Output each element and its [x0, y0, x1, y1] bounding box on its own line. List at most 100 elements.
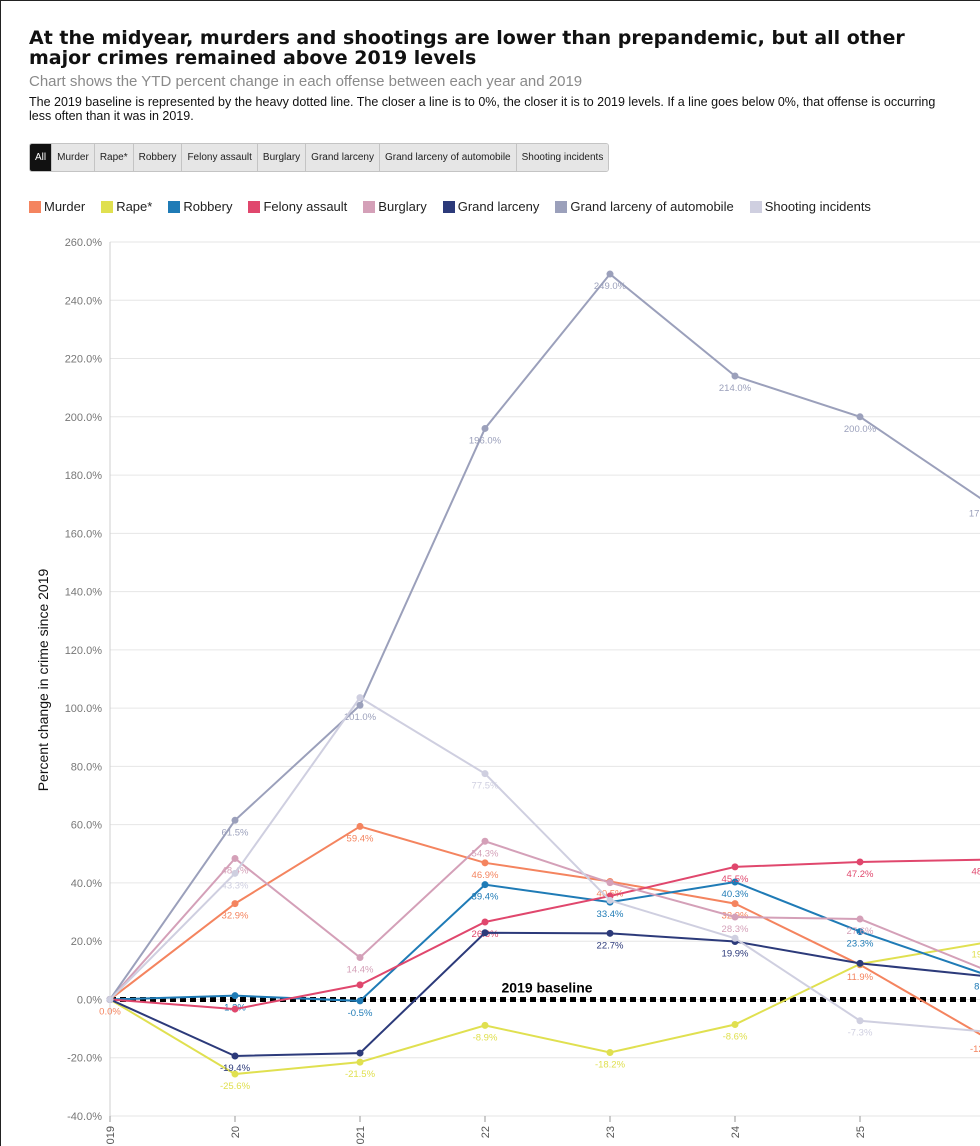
series-line-burglary	[109, 840, 980, 1001]
data-label: 54.3%	[472, 848, 499, 859]
data-point	[856, 915, 864, 923]
filter-grand-larceny-auto-button[interactable]: Grand larceny of automobile	[379, 144, 517, 171]
y-tick-label: 260.0%	[65, 237, 103, 249]
data-label: -8.6%	[723, 1032, 748, 1043]
legend-item-shooting-incidents[interactable]: Shooting incidents	[749, 199, 871, 214]
chart-legend: Murder Rape* Robbery Felony assault Burglary…	[29, 199, 871, 214]
filter-rape-button[interactable]: Rape*	[94, 144, 134, 171]
x-tick-label: 25	[855, 1126, 867, 1138]
y-tick-label: 0.0%	[77, 994, 102, 1006]
data-point	[731, 900, 739, 908]
y-tick-label: 80.0%	[71, 761, 102, 773]
data-point	[856, 959, 864, 967]
data-point	[731, 1021, 739, 1029]
legend-item-robbery[interactable]: Robbery	[168, 199, 232, 214]
chart-subtitle: Chart shows the YTD percent change in ea…	[29, 73, 583, 90]
x-tick-label: 22	[480, 1126, 492, 1138]
data-label: -19.4%	[220, 1063, 251, 1074]
legend-item-grand-larceny[interactable]: Grand larceny	[442, 199, 540, 214]
data-point	[231, 854, 239, 862]
legend-swatch	[363, 200, 376, 213]
data-point	[731, 372, 739, 380]
legend-label: Felony assault	[263, 199, 348, 214]
legend-label: Rape*	[116, 199, 153, 214]
data-point	[356, 997, 364, 1005]
y-tick-label: 220.0%	[65, 354, 103, 366]
data-point	[481, 837, 489, 845]
legend-item-burglary[interactable]: Burglary	[363, 199, 427, 214]
data-point	[231, 992, 239, 1000]
data-label: 61.5%	[222, 827, 249, 838]
series-line-grand-larceny	[109, 931, 980, 1057]
data-point	[356, 1049, 364, 1057]
data-point	[856, 858, 864, 866]
y-tick-label: 200.0%	[65, 412, 103, 424]
legend-label: Murder	[44, 199, 86, 214]
data-point	[481, 859, 489, 867]
legend-item-murder[interactable]: Murder	[29, 199, 85, 214]
data-point	[481, 881, 489, 889]
data-label: -7.3%	[848, 1028, 873, 1039]
data-point	[606, 1048, 614, 1056]
y-tick-label: 40.0%	[71, 878, 102, 890]
data-label: 47.2%	[847, 869, 874, 880]
data-label: 196.0%	[469, 435, 502, 446]
data-label: 45.5%	[722, 874, 749, 885]
data-label: 171.0%	[969, 508, 980, 519]
filter-murder-button[interactable]: Murder	[52, 144, 95, 171]
legend-swatch	[442, 200, 455, 213]
data-point	[606, 270, 614, 278]
data-label: 8.6%	[974, 981, 980, 992]
series-line-grand-larceny-of-automobile	[109, 272, 980, 1001]
legend-swatch	[168, 200, 181, 213]
data-point	[606, 896, 614, 904]
filter-grand-larceny-button[interactable]: Grand larceny	[306, 144, 380, 171]
legend-swatch	[248, 200, 261, 213]
data-point	[231, 900, 239, 908]
filter-felony-assault-button[interactable]: Felony assault	[182, 144, 258, 171]
series-line-murder	[109, 825, 980, 1036]
data-label: 19.9%	[722, 948, 749, 959]
data-point	[231, 1070, 239, 1078]
legend-item-felony-assault[interactable]: Felony assault	[248, 199, 347, 214]
filter-burglary-button[interactable]: Burglary	[257, 144, 307, 171]
legend-swatch	[101, 200, 114, 213]
y-axis-title: Percent change in crime since 2019	[35, 569, 51, 792]
data-point	[231, 1005, 239, 1013]
data-point	[731, 913, 739, 921]
legend-label: Burglary	[378, 199, 427, 214]
data-point	[731, 863, 739, 871]
filter-all-button[interactable]: All	[30, 144, 53, 171]
y-tick-label: 180.0%	[65, 470, 103, 482]
data-label: 214.0%	[719, 383, 752, 394]
data-point	[481, 1021, 489, 1029]
legend-item-rape[interactable]: Rape*	[101, 199, 152, 214]
x-tick-label: 23	[605, 1126, 617, 1138]
data-point	[231, 1052, 239, 1060]
filter-robbery-button[interactable]: Robbery	[133, 144, 183, 171]
filter-shooting-incidents-button[interactable]: Shooting incidents	[516, 144, 609, 171]
legend-item-grand-larceny-of-automobile[interactable]: Grand larceny of automobile	[555, 199, 734, 214]
y-tick-label: 240.0%	[65, 295, 103, 307]
data-label: 46.9%	[472, 870, 499, 881]
data-point	[356, 1058, 364, 1066]
legend-label: Grand larceny	[457, 199, 540, 214]
data-label: -21.5%	[345, 1069, 376, 1080]
data-label: -8.9%	[473, 1032, 498, 1043]
data-label: 23.3%	[847, 939, 874, 950]
data-point	[356, 981, 364, 989]
data-point	[481, 918, 489, 926]
chart-title: At the midyear, murders and shootings ar…	[29, 27, 905, 69]
y-tick-label: -40.0%	[67, 1111, 102, 1123]
y-tick-label: 60.0%	[71, 820, 102, 832]
data-point	[481, 929, 489, 937]
series-line-rape	[109, 942, 980, 1076]
data-point	[356, 822, 364, 830]
data-label: 101.0%	[344, 712, 377, 723]
series-line-shooting-incidents	[109, 696, 980, 1033]
data-label: -12.9%	[970, 1044, 980, 1055]
y-tick-label: 140.0%	[65, 587, 103, 599]
y-tick-label: 160.0%	[65, 528, 103, 540]
data-point	[731, 934, 739, 942]
